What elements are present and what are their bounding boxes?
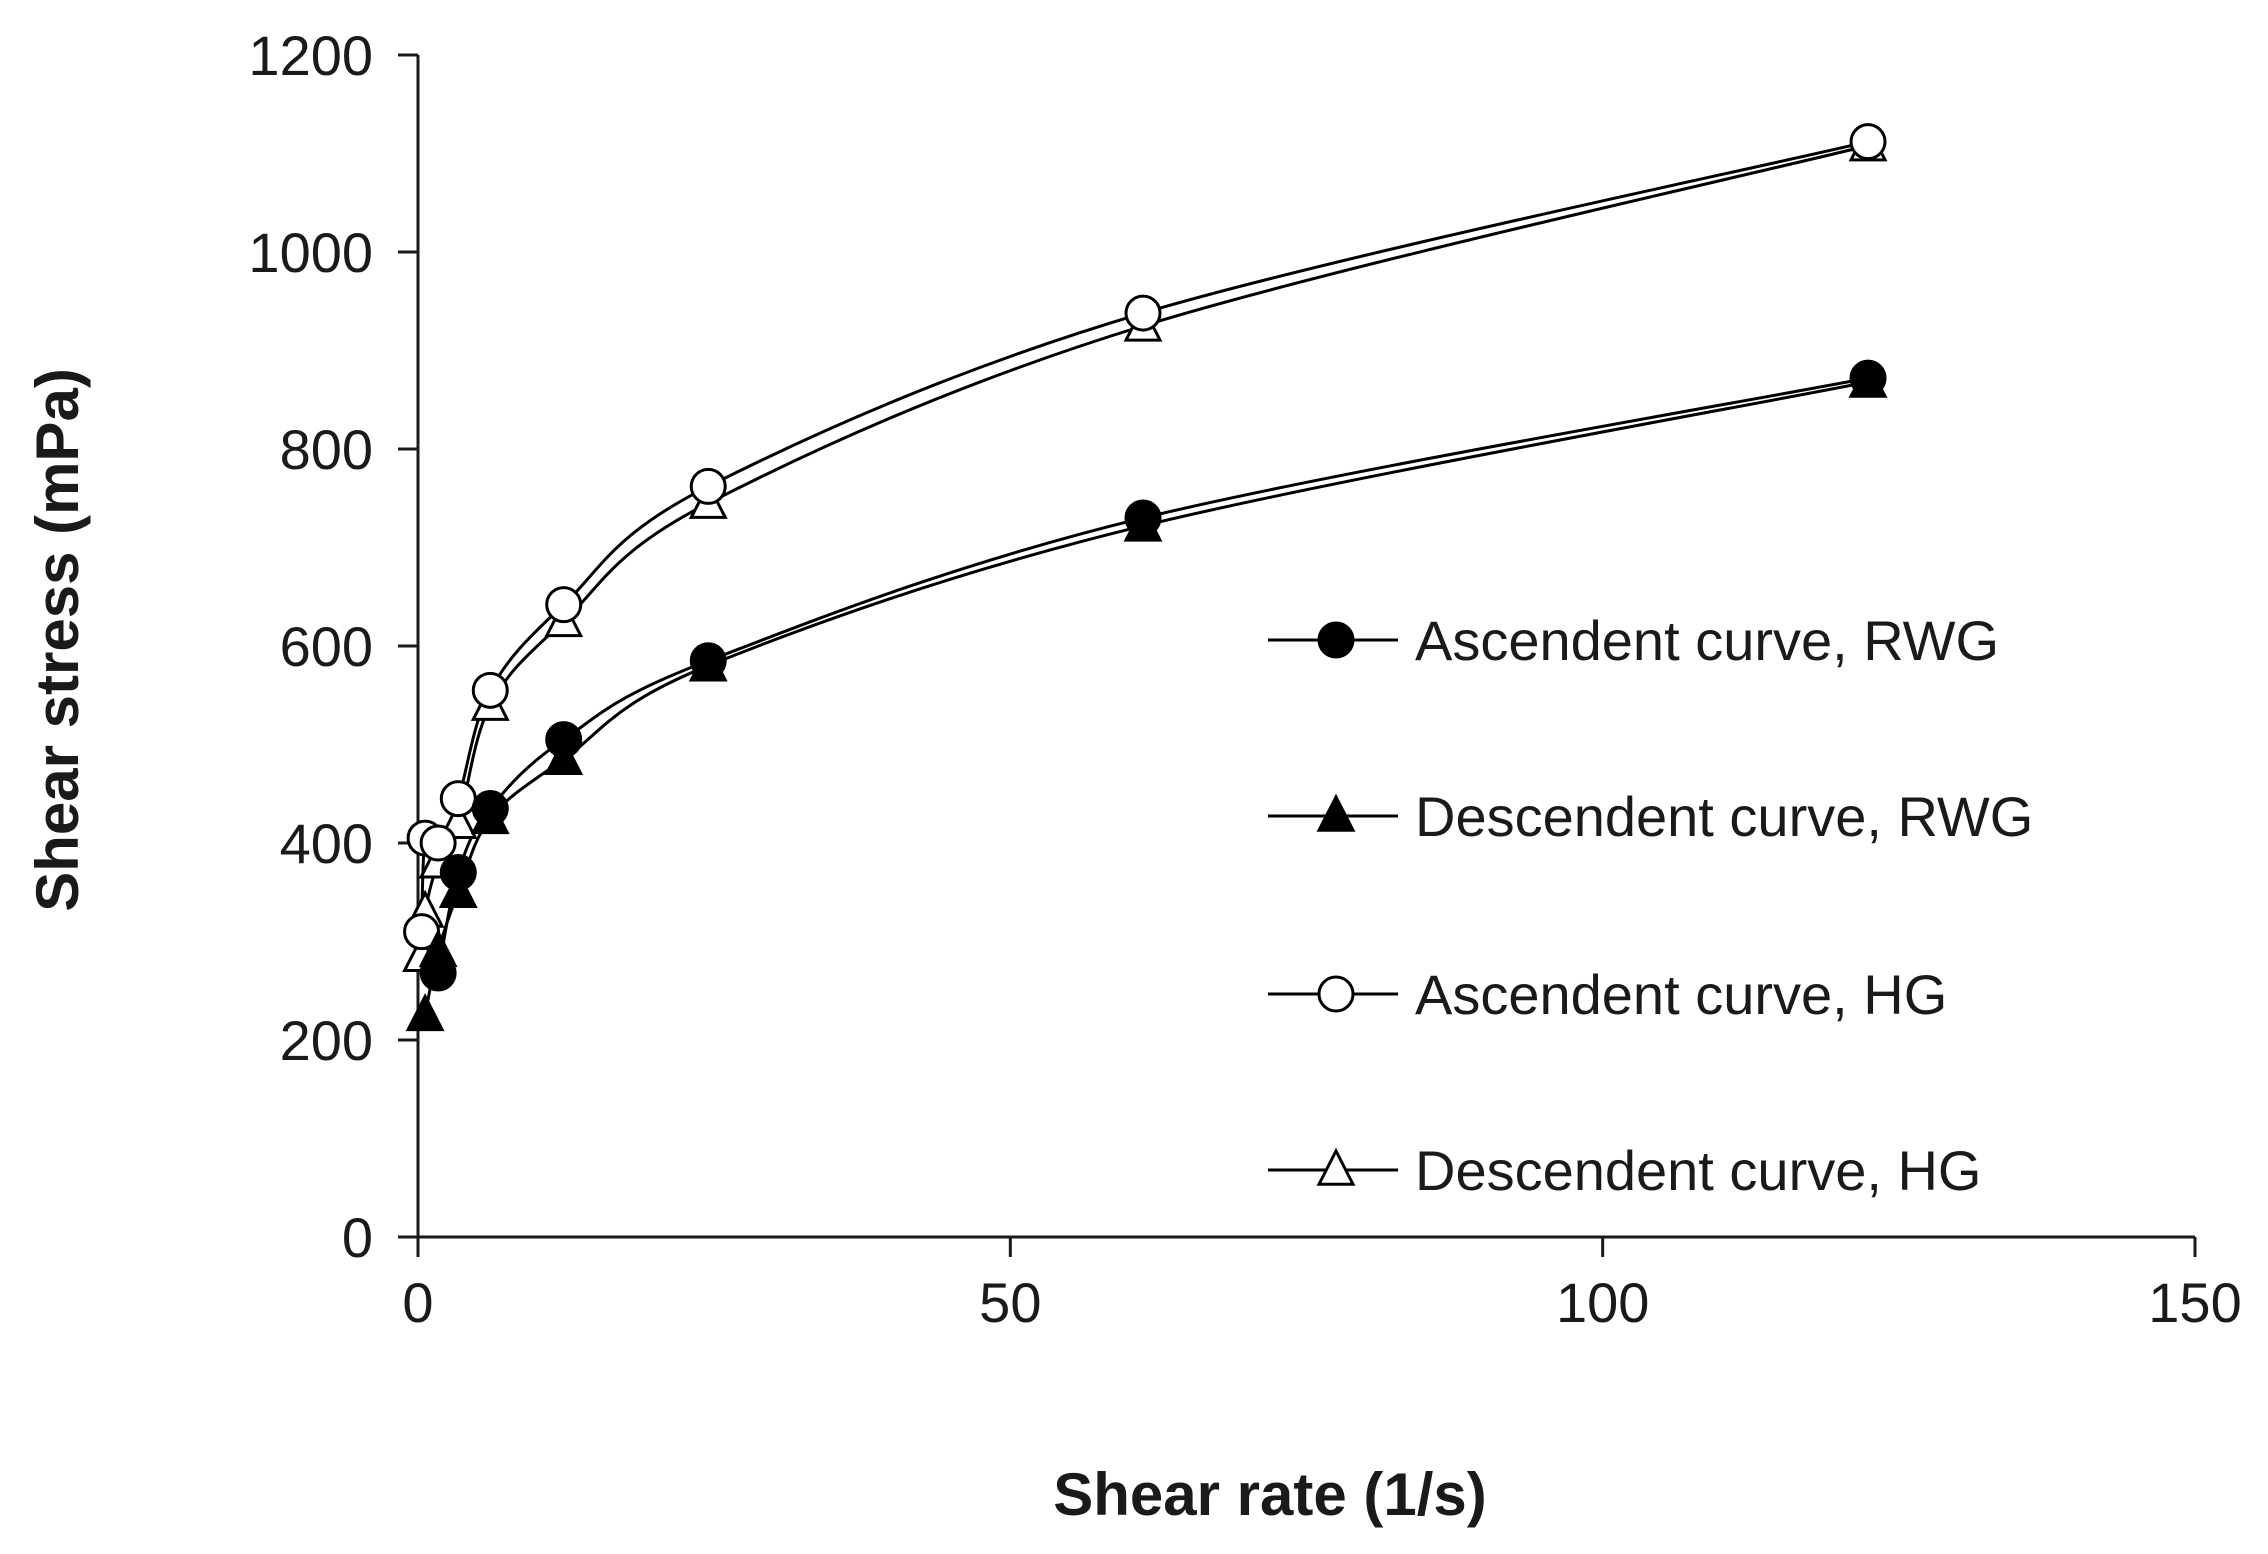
legend-marker-2 [1316, 793, 1356, 832]
y-axis-title: Shear stress (mPa) [24, 368, 91, 912]
data-point-series-1 [439, 854, 477, 892]
y-tick-label: 800 [280, 418, 373, 481]
x-tick-label: 50 [979, 1271, 1041, 1334]
x-tick-label: 0 [402, 1271, 433, 1334]
data-point-series-3 [545, 586, 583, 624]
legend-label-1: Ascendent curve, RWG [1415, 609, 1999, 672]
y-tick-label: 0 [342, 1206, 373, 1269]
y-tick-label: 1000 [248, 221, 373, 284]
data-point-series-2 [405, 993, 445, 1032]
series-line-1 [436, 376, 1869, 974]
data-point-series-1 [1124, 499, 1162, 537]
series-line-2 [423, 380, 1869, 1016]
x-axis-title: Shear rate (1/s) [1053, 1461, 1487, 1528]
data-point-series-1 [689, 642, 727, 680]
data-point-series-1 [471, 790, 509, 828]
series-lines [420, 140, 1869, 1016]
legend-marker-4 [1316, 1147, 1356, 1186]
data-point-series-3 [1849, 123, 1887, 161]
data-point-series-1 [419, 954, 457, 992]
series-markers [402, 123, 1888, 1032]
data-point-series-1 [545, 721, 583, 759]
legend: Ascendent curve, RWG Descendent curve, RW… [1268, 609, 2033, 1202]
data-point-series-3 [439, 780, 477, 818]
x-tick-label: 100 [1556, 1271, 1649, 1334]
y-tick-label: 200 [280, 1009, 373, 1072]
data-point-series-1 [1849, 359, 1887, 397]
y-tick-label: 1200 [248, 24, 373, 87]
legend-label-3: Ascendent curve, HG [1415, 963, 1947, 1026]
x-tick-label: 150 [2148, 1271, 2241, 1334]
data-point-series-3 [1124, 294, 1162, 332]
y-tick-label: 600 [280, 615, 373, 678]
legend-label-4: Descendent curve, HG [1415, 1139, 1981, 1202]
legend-label-2: Descendent curve, RWG [1415, 785, 2033, 848]
data-point-series-3 [419, 824, 457, 862]
legend-marker-3 [1317, 975, 1355, 1013]
y-tick-label: 400 [280, 812, 373, 875]
axes: 0 200 400 600 800 1000 1200 0 50 100 150 [248, 24, 2241, 1334]
data-point-series-3 [689, 467, 727, 505]
data-point-series-3 [471, 671, 509, 709]
legend-marker-1 [1317, 621, 1355, 659]
